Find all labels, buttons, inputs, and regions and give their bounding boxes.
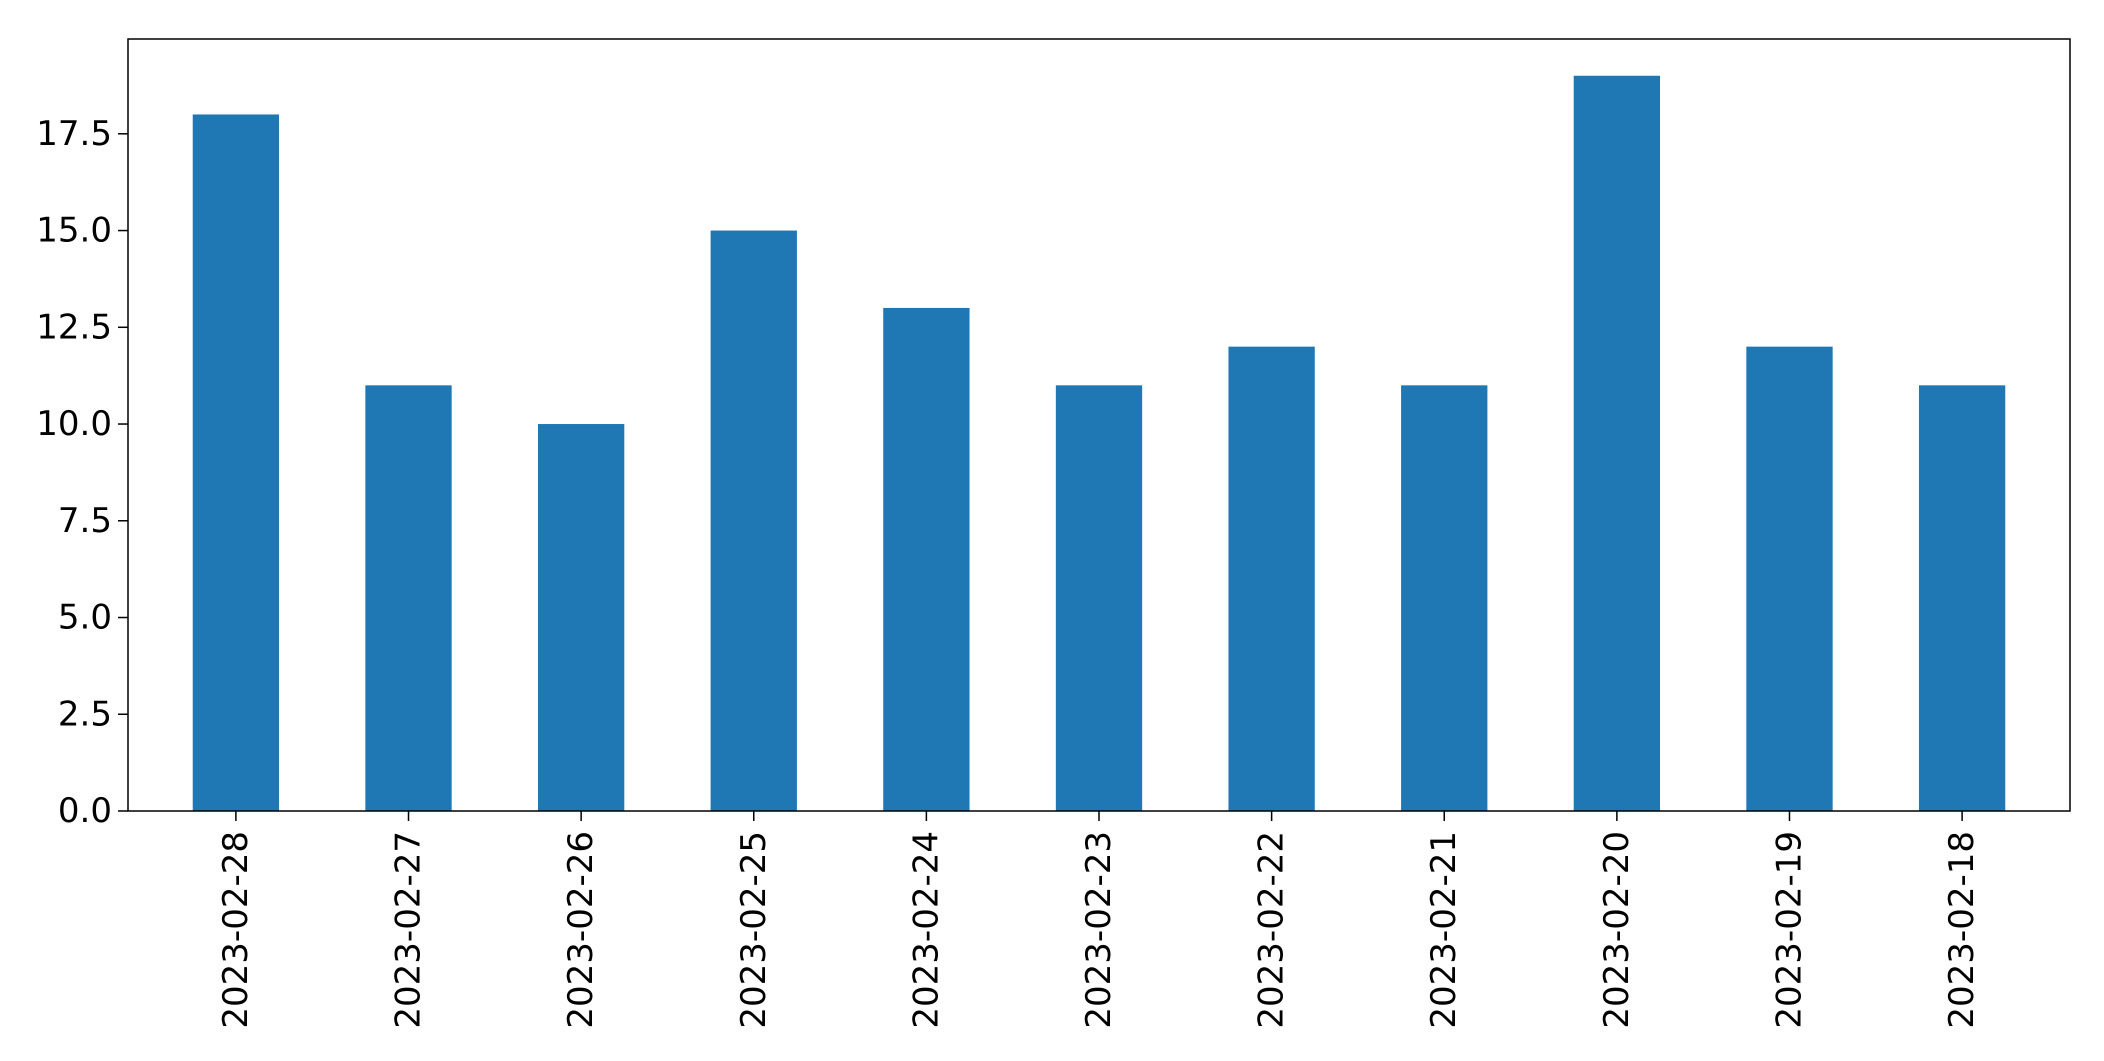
x-tick-label: 2023-02-21 (1424, 831, 1464, 1029)
y-tick-label: 7.5 (58, 501, 112, 541)
bar-2023-02-21 (1401, 385, 1488, 811)
y-tick-label: 5.0 (58, 598, 112, 638)
y-tick-label: 17.5 (36, 114, 112, 154)
bar-2023-02-26 (537, 424, 625, 811)
bar-2023-02-19 (1746, 346, 1833, 811)
y-tick-label: 2.5 (58, 694, 112, 734)
bar-2023-02-22 (1228, 346, 1315, 811)
bar-2023-02-25 (710, 230, 797, 811)
x-tick-label: 2023-02-26 (561, 831, 601, 1029)
bar-2023-02-23 (1055, 385, 1143, 811)
x-tick-label: 2023-02-19 (1769, 831, 1809, 1029)
x-tick-label: 2023-02-25 (734, 831, 774, 1029)
y-axis: 0.0 2.5 5.0 7.5 10.0 12.5 15.0 17.5 (36, 114, 128, 831)
bar-2023-02-20 (1573, 75, 1661, 811)
bar-2023-02-28 (192, 114, 280, 812)
x-axis: 2023-02-28 2023-02-27 2023-02-26 2023-02-25… (216, 811, 1982, 1029)
plot-frame (127, 38, 2071, 812)
bar-2023-02-27 (365, 385, 452, 811)
bar-2023-02-18 (1918, 385, 2006, 811)
x-tick-label: 2023-02-27 (389, 831, 429, 1029)
y-tick-label: 10.0 (36, 404, 112, 444)
y-tick-label: 15.0 (36, 211, 112, 251)
bar-2023-02-24 (883, 307, 970, 811)
x-tick-label: 2023-02-20 (1597, 831, 1637, 1029)
y-tick-label: 12.5 (36, 307, 112, 347)
x-tick-label: 2023-02-24 (906, 831, 946, 1029)
x-tick-label: 2023-02-23 (1079, 831, 1119, 1029)
bars-group (192, 75, 2006, 812)
x-tick-label: 2023-02-18 (1942, 831, 1982, 1029)
y-tick-label: 0.0 (58, 791, 112, 831)
x-tick-label: 2023-02-28 (216, 831, 256, 1029)
x-tick-label: 2023-02-22 (1252, 831, 1292, 1029)
